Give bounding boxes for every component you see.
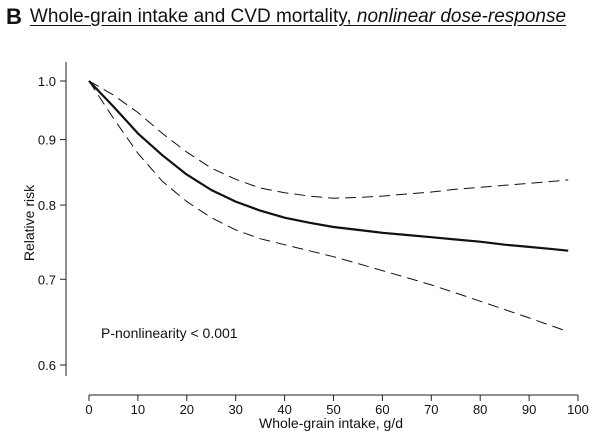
y-tick-label: 1.0 (38, 74, 56, 89)
x-tick-label: 0 (85, 402, 92, 417)
p-value-annotation: P-nonlinearity < 0.001 (101, 325, 238, 341)
panel-label: B (6, 4, 22, 29)
x-tick-label: 20 (180, 402, 194, 417)
plot-area: 0 10 20 30 40 50 60 70 80 90 100 0.6 0.7 0.8 0.9 1.0 (38, 62, 589, 417)
x-tick-label: 40 (277, 402, 291, 417)
y-tick-label: 0.9 (38, 133, 56, 148)
ci-lower-line (88, 80, 569, 333)
title-text: Whole-grain intake and CVD mortality, no… (30, 6, 566, 27)
ci-upper-line (88, 80, 569, 199)
chart-title: B Whole-grain intake and CVD mortality, n… (6, 4, 566, 38)
x-tick-label: 60 (375, 402, 389, 417)
title-italic: nonlinear dose-response (356, 6, 567, 27)
y-tick-label: 0.7 (38, 272, 56, 287)
x-tick-label: 10 (131, 402, 145, 417)
x-tick-label: 70 (424, 402, 438, 417)
x-tick-label: 80 (473, 402, 487, 417)
y-tick-label: 0.6 (38, 358, 56, 373)
title-main: Whole-grain intake and CVD mortality, (29, 6, 357, 27)
x-tick-label: 50 (326, 402, 340, 417)
x-tick-label: 30 (228, 402, 242, 417)
x-tick-label: 90 (522, 402, 536, 417)
x-axis-label: Whole-grain intake, g/d (259, 415, 403, 431)
y-tick-label: 0.8 (38, 198, 56, 213)
y-axis-label: Relative risk (21, 184, 37, 261)
x-tick-label: 100 (567, 402, 589, 417)
estimate-line (88, 80, 569, 252)
